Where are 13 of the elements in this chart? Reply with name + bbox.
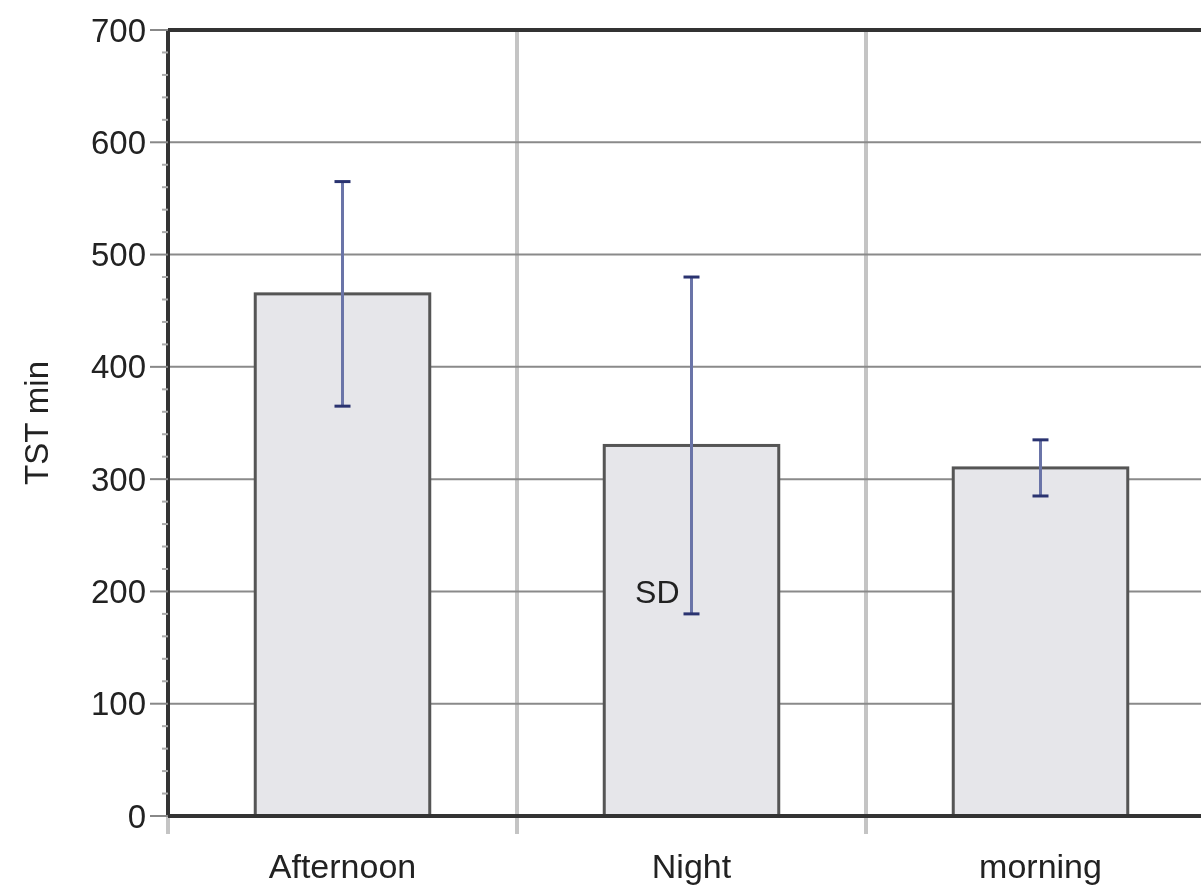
- annotation: SD: [635, 573, 680, 610]
- y-axis-title: TST min: [18, 360, 55, 486]
- x-tick-label: Night: [651, 847, 732, 885]
- y-tick-label: 600: [90, 123, 146, 161]
- y-tick-label: 500: [90, 236, 146, 274]
- y-tick-label: 0: [127, 797, 146, 835]
- y-tick-label: 400: [90, 348, 146, 386]
- y-tick-label: 700: [90, 11, 146, 49]
- x-tick-label: Afternoon: [268, 847, 417, 885]
- y-tick-label: 200: [90, 572, 146, 610]
- y-tick-label: 300: [90, 460, 146, 498]
- x-tick-label: morning: [979, 847, 1102, 885]
- y-tick-label: 100: [90, 685, 146, 723]
